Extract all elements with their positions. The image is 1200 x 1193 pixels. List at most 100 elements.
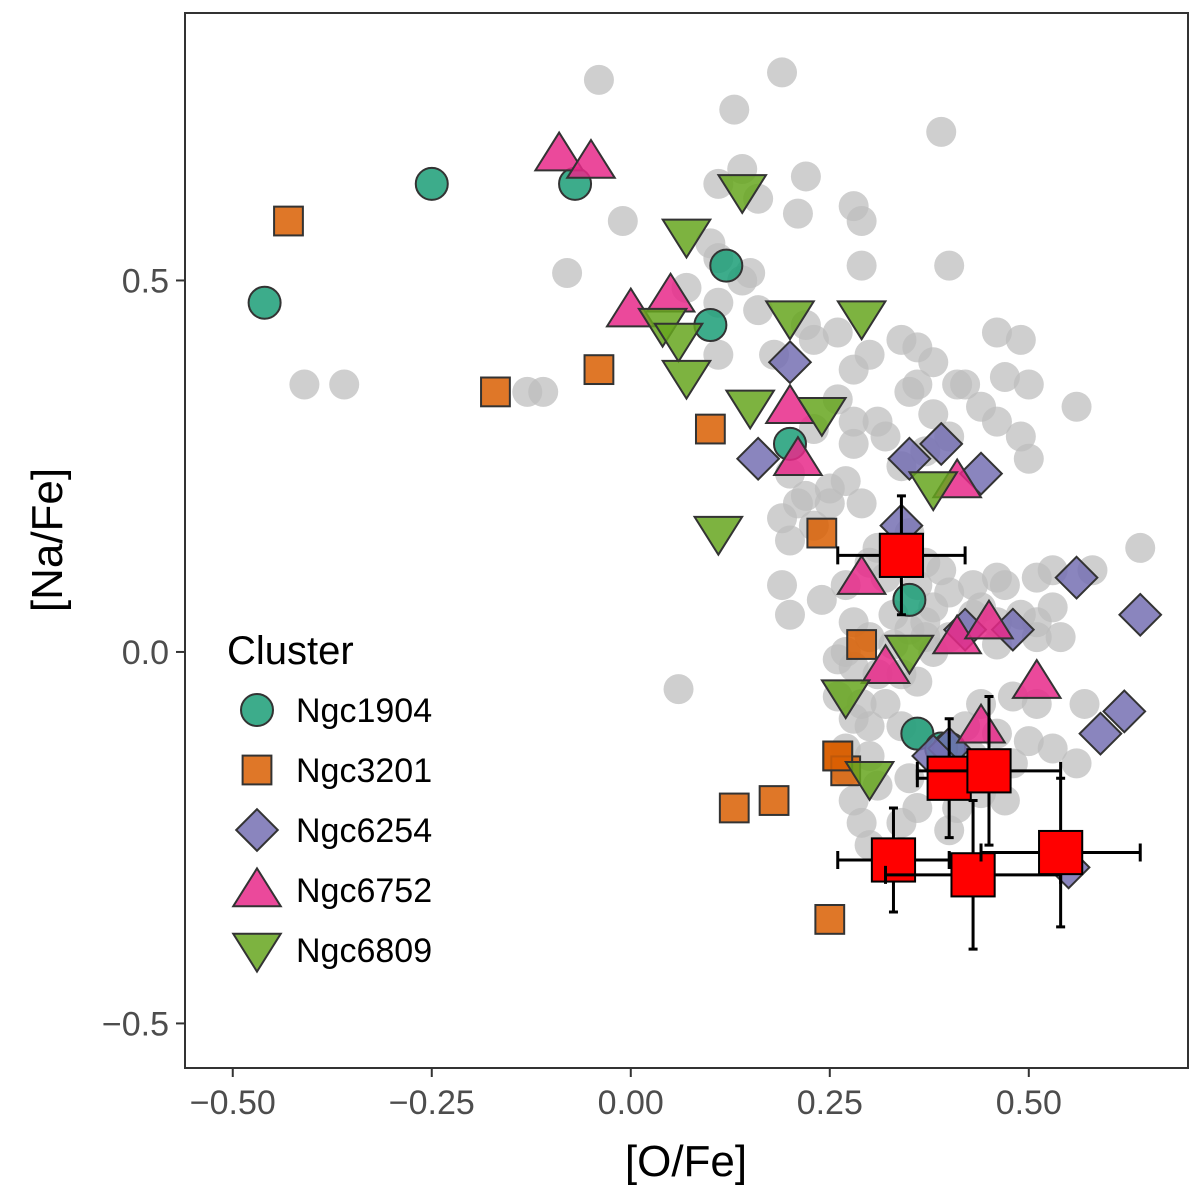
legend-label: Ngc1904 (296, 692, 432, 730)
background-point (719, 94, 750, 125)
background-point (838, 428, 869, 459)
legend-key-ngc6752 (231, 866, 283, 908)
point-ngc6752 (955, 702, 1007, 744)
x-tick-label: 0.25 (797, 1084, 863, 1122)
point-ngc1904 (709, 248, 744, 283)
point-ngc3201 (694, 413, 726, 445)
background-point (798, 324, 829, 355)
background-point (870, 421, 901, 452)
highlight-point (878, 532, 925, 578)
background-point (989, 362, 1020, 393)
background-point (767, 57, 798, 88)
background-point (528, 376, 559, 407)
legend-label: Ngc6752 (296, 872, 432, 910)
point-ngc6809 (692, 515, 744, 557)
point-ngc6752 (565, 138, 617, 179)
background-point (1037, 733, 1068, 764)
y-axis-title: [Na/Fe] (23, 468, 72, 612)
point-ngc6752 (836, 554, 888, 595)
legend-title: Cluster (227, 629, 354, 673)
highlight-point (1038, 829, 1084, 876)
legend: Cluster Ngc1904 Ngc3201 Ngc6254 Ngc6752 Ngc6… (227, 629, 432, 974)
plot-panel-border (184, 12, 1189, 1069)
point-ngc6752 (605, 286, 657, 328)
point-ngc6254 (958, 451, 1004, 496)
background-point (822, 317, 853, 348)
background-point (989, 570, 1020, 601)
y-tick-label: −0.5 (102, 1005, 169, 1043)
highlight-point (950, 852, 996, 898)
point-ngc6809 (724, 389, 776, 431)
background-point (663, 674, 694, 705)
background-point (846, 488, 877, 519)
y-tick-label: 0.5 (122, 262, 169, 300)
point-ngc3201 (814, 904, 846, 935)
y-tick-label: 0.0 (122, 634, 169, 672)
legend-key-ngc1904 (240, 693, 274, 727)
background-point (289, 369, 320, 400)
background-point (552, 258, 583, 289)
point-ngc1904 (892, 582, 927, 617)
legend-key-ngc3201 (241, 754, 273, 786)
point-ngc6809 (660, 218, 713, 260)
point-ngc6809 (660, 359, 713, 401)
background-point (743, 295, 774, 326)
point-ngc6254 (1102, 689, 1147, 734)
background-point (846, 250, 877, 281)
point-ngc6254 (767, 339, 813, 385)
point-ngc6809 (883, 634, 935, 676)
point-ngc3201 (273, 205, 304, 237)
point-ngc3201 (758, 785, 790, 816)
point-ngc6752 (772, 435, 824, 476)
point-ngc6752 (859, 643, 912, 685)
point-ngc6254 (919, 421, 964, 467)
background-point (703, 339, 734, 370)
point-ngc3201 (846, 629, 878, 660)
point-ngc1904 (414, 166, 449, 201)
y-axis: −0.5 0.0 0.5 (102, 262, 185, 1043)
x-tick-label: −0.50 (190, 1084, 276, 1122)
point-ngc6809 (716, 174, 768, 215)
legend-label: Ngc3201 (296, 752, 432, 790)
background-point (782, 198, 813, 229)
background-point (981, 406, 1012, 437)
point-ngc6254 (1078, 711, 1123, 756)
legend-key-ngc6809 (231, 932, 283, 974)
x-tick-label: 0.50 (996, 1084, 1062, 1122)
legend-label: Ngc6809 (296, 932, 432, 970)
point-ngc6809 (764, 300, 816, 342)
highlight-point (926, 755, 972, 801)
x-tick-label: 0.00 (598, 1084, 664, 1122)
point-ngc6752 (533, 130, 585, 172)
background-point (583, 64, 614, 95)
background-point (774, 599, 805, 630)
cluster-points (247, 130, 1163, 935)
background-point (1061, 391, 1092, 422)
point-ngc3201 (806, 517, 838, 549)
background-point (854, 711, 885, 742)
point-ngc6254 (1054, 555, 1099, 600)
highlight-points (836, 494, 1142, 951)
point-ngc6752 (1011, 658, 1063, 699)
point-ngc6809 (844, 761, 896, 802)
background-point (1069, 688, 1100, 719)
background-point (1005, 324, 1036, 355)
legend-key-ngc6254 (234, 807, 280, 853)
background-point (1061, 748, 1092, 779)
background-point (886, 807, 917, 838)
point-ngc1904 (247, 285, 282, 320)
background-point (806, 584, 837, 615)
point-ngc6809 (796, 396, 848, 438)
background-point (1045, 622, 1076, 653)
point-ngc6809 (652, 322, 705, 364)
background-point (790, 161, 821, 192)
background-point (870, 688, 901, 719)
point-ngc6809 (907, 471, 959, 512)
legend-label: Ngc6254 (296, 812, 432, 850)
background-point (607, 206, 638, 237)
background-point (1013, 726, 1044, 757)
x-axis-title: [O/Fe] (625, 1137, 747, 1186)
background-point (846, 206, 877, 237)
